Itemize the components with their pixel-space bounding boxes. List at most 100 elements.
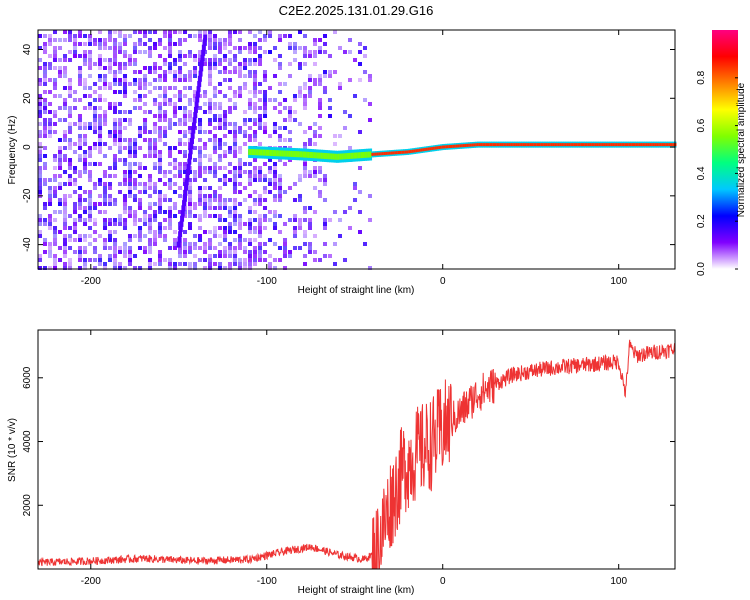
heatmap-cell xyxy=(83,62,87,66)
heatmap-cell xyxy=(153,150,157,154)
heatmap-cell xyxy=(58,198,62,202)
heatmap-cell xyxy=(185,174,190,181)
heatmap-cell xyxy=(143,222,147,226)
heatmap-cell xyxy=(658,143,661,147)
heatmap-cell xyxy=(118,182,122,186)
heatmap-cell xyxy=(153,62,157,66)
heatmap-cell xyxy=(123,182,127,186)
heatmap-cell xyxy=(577,143,580,147)
heatmap-cell xyxy=(98,66,102,70)
heatmap-cell xyxy=(666,143,670,147)
heatmap-cell xyxy=(268,178,272,182)
heatmap-cell xyxy=(243,250,247,254)
heatmap-cell xyxy=(193,254,197,258)
heatmap-cell xyxy=(168,66,172,70)
heatmap-cell xyxy=(358,130,362,134)
heatmap-cell xyxy=(123,254,127,258)
heatmap-cell xyxy=(313,130,317,134)
heatmap-cell xyxy=(203,146,207,150)
heatmap-cell xyxy=(253,62,257,66)
heatmap-cell xyxy=(48,130,52,134)
heatmap-cell xyxy=(248,222,252,226)
heatmap-cell xyxy=(108,46,112,50)
heatmap-cell xyxy=(123,34,127,38)
heatmap-cell xyxy=(593,143,596,147)
heatmap-cell xyxy=(188,50,192,54)
heatmap-cell xyxy=(561,143,564,147)
heatmap-cell xyxy=(228,266,232,270)
heatmap-cell xyxy=(108,106,112,110)
heatmap-cell xyxy=(118,142,122,146)
heatmap-cell xyxy=(63,234,67,238)
heatmap-cell xyxy=(268,166,272,170)
heatmap-cell xyxy=(38,146,42,150)
heatmap-cell xyxy=(238,222,242,226)
heatmap-cell xyxy=(168,182,172,186)
heatmap-cell xyxy=(218,114,222,118)
heatmap-cell xyxy=(288,250,292,254)
heatmap-cell xyxy=(43,110,47,114)
heatmap-cell xyxy=(123,126,127,130)
heatmap-cell xyxy=(228,206,232,210)
heatmap-cell xyxy=(88,50,92,54)
heatmap-cell xyxy=(258,166,262,170)
heatmap-cell xyxy=(333,242,337,246)
heatmap-cell xyxy=(98,74,102,78)
heatmap-cell xyxy=(113,54,117,58)
heatmap-cell xyxy=(213,194,217,198)
heatmap-cell xyxy=(43,266,47,270)
heatmap-cell xyxy=(183,230,187,234)
heatmap-cell xyxy=(178,150,182,154)
heatmap-cell xyxy=(208,38,212,42)
heatmap-cell xyxy=(626,143,629,147)
heatmap-cell xyxy=(223,134,227,138)
heatmap-cell xyxy=(173,86,177,90)
colorbar-tick-label: 0.2 xyxy=(696,214,707,228)
heatmap-cell xyxy=(505,143,508,147)
heatmap-cell xyxy=(198,122,202,126)
heatmap-cell xyxy=(253,122,257,126)
heatmap-cell xyxy=(228,210,232,214)
heatmap-cell xyxy=(318,166,322,170)
heatmap-cell xyxy=(253,190,257,194)
heatmap-cell xyxy=(177,236,182,243)
heatmap-cell xyxy=(228,62,232,66)
heatmap-cell xyxy=(43,122,47,126)
heatmap-cell xyxy=(148,150,152,154)
heatmap-cell xyxy=(299,151,302,158)
heatmap-cell xyxy=(113,154,117,158)
heatmap-cell xyxy=(203,62,207,66)
heatmap-cell xyxy=(48,222,52,226)
heatmap-cell xyxy=(293,218,297,222)
heatmap-cell xyxy=(288,150,292,157)
heatmap-cell xyxy=(233,58,237,62)
heatmap-cell xyxy=(188,178,192,182)
heatmap-cell xyxy=(143,66,147,70)
heatmap-cell xyxy=(118,90,122,94)
heatmap-cell xyxy=(228,78,232,82)
x-tick-label: 0 xyxy=(440,276,446,287)
heatmap-cell xyxy=(353,94,357,98)
heatmap-cell xyxy=(208,122,212,126)
heatmap-cell xyxy=(358,42,362,46)
heatmap-cell xyxy=(208,66,212,70)
heatmap-cell xyxy=(73,250,77,254)
heatmap-cell xyxy=(278,102,282,106)
heatmap-cell xyxy=(108,130,112,134)
heatmap-cell xyxy=(248,70,252,74)
heatmap-cell xyxy=(148,242,152,246)
heatmap-cell xyxy=(58,118,62,122)
heatmap-cell xyxy=(43,126,47,130)
heatmap-cell xyxy=(108,58,112,62)
heatmap-cell xyxy=(441,145,445,149)
heatmap-cell xyxy=(263,226,267,230)
heatmap-cell xyxy=(163,74,167,78)
heatmap-cell xyxy=(123,222,127,226)
heatmap-cell xyxy=(68,226,72,230)
heatmap-cell xyxy=(143,214,147,218)
heatmap-cell xyxy=(138,134,142,138)
heatmap-cell xyxy=(273,266,277,270)
heatmap-cell xyxy=(53,122,57,126)
heatmap-cell xyxy=(213,90,217,94)
